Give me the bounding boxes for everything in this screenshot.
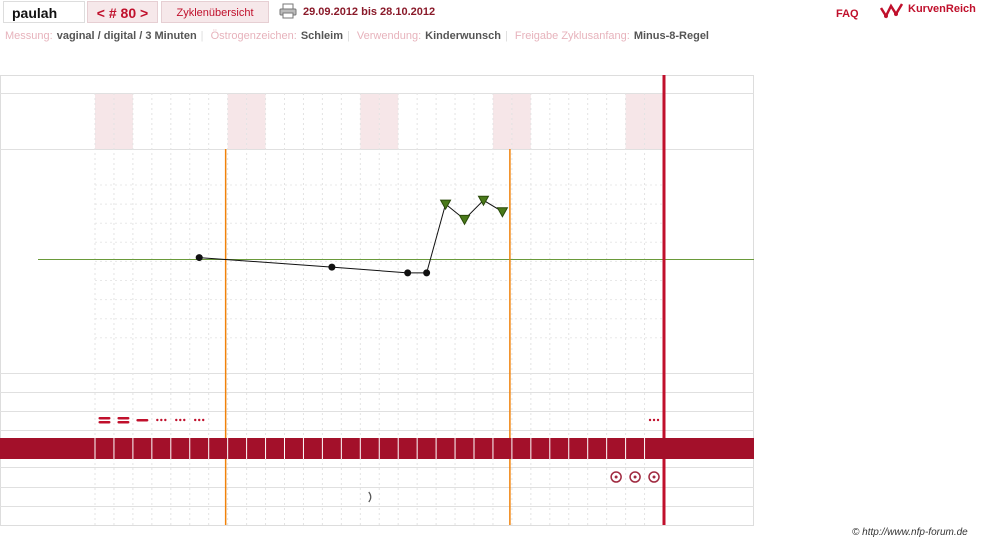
faq-link[interactable]: FAQ [836, 8, 859, 20]
copyright: © http://www.nfp-forum.de [852, 527, 968, 538]
cycle-navigator[interactable]: < # 80 > [87, 1, 158, 23]
meta-value: vaginal / digital / 3 Minuten [56, 30, 197, 42]
high-temp-marker [458, 214, 471, 226]
temp-point [423, 269, 431, 277]
meta-label: Verwendung: [356, 30, 422, 42]
breast-symptom-icon [648, 471, 660, 483]
date-range: 29.09.2012 bis 28.10.2012 [303, 6, 436, 18]
meta-value: Kinderwunsch [425, 30, 501, 42]
weekend-column [379, 93, 399, 149]
breast-symptom-icon [629, 471, 641, 483]
breast-symptom-icon [610, 471, 622, 483]
meta-label: Freigabe Zyklusanfang: [514, 30, 630, 42]
weekend-column [492, 93, 512, 149]
meta-label: Messung: [5, 30, 53, 42]
bleeding-mark-medium [136, 419, 149, 422]
brand-link[interactable]: KurvenReich [908, 3, 976, 15]
temp-point [328, 263, 336, 271]
weekend-column [644, 93, 664, 149]
weekend-column [625, 93, 645, 149]
weekend-column [360, 93, 380, 149]
cycle-day-bar-end [664, 438, 754, 459]
temperature-curve [199, 199, 503, 274]
bleeding-mark-heavy [117, 417, 130, 424]
weekend-column [227, 93, 247, 149]
meta-value: Minus-8-Regel [633, 30, 709, 42]
meta-label: Östrogenzeichen: [210, 30, 297, 42]
mittelschmerz-mark [368, 491, 372, 503]
bleeding-mark-light [648, 418, 660, 422]
temp-point [195, 254, 203, 262]
weekend-column [113, 93, 133, 149]
high-temp-marker [439, 199, 452, 211]
weekend-column [95, 93, 114, 149]
user-name: paulah [3, 1, 85, 23]
cycle-day-bar [0, 438, 664, 459]
cycle-meta: Messung: vaginal / digital / 3 Minuten | Ö… [5, 30, 709, 42]
bleeding-mark-heavy [98, 417, 111, 424]
cycle-overview-tab[interactable]: Zyklenübersicht [161, 1, 269, 23]
kurvenreich-logo-icon[interactable] [880, 2, 904, 20]
high-temp-marker [477, 195, 490, 207]
bleeding-mark-light [194, 418, 205, 422]
bleeding-mark-light [175, 418, 186, 422]
printer-icon[interactable] [279, 3, 297, 19]
high-temp-marker [496, 207, 509, 218]
top-bar: paulah < # 80 > Zyklenübersicht 29.09.20… [0, 0, 981, 25]
weekend-column [246, 93, 266, 149]
bleeding-mark-light [156, 418, 167, 422]
meta-value: Schleim [300, 30, 343, 42]
temp-point [404, 269, 412, 277]
weekend-column [511, 93, 531, 149]
